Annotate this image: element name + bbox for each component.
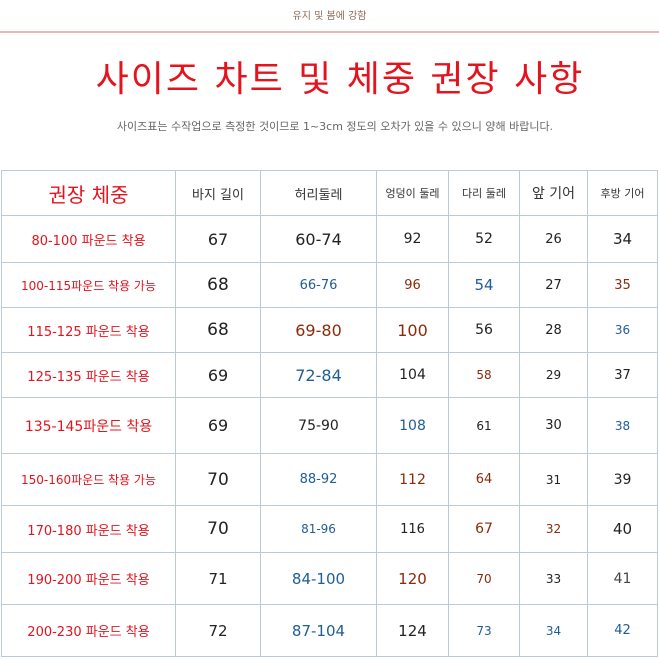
table-row: 80-100 파운드 착용 67 60-74 92 52 26 34 [1, 215, 658, 263]
thigh-cell: 73 [448, 604, 520, 657]
waist-cell: 87-104 [260, 604, 377, 657]
waist-cell: 72-84 [260, 352, 377, 398]
thigh-cell: 70 [448, 552, 520, 605]
header-back-rise: 후방 기어 [587, 170, 658, 216]
pants-length-cell: 68 [175, 262, 261, 308]
pants-length-cell: 70 [175, 453, 261, 506]
weight-cell: 150-160파운드 착용 가능 [1, 453, 176, 506]
hip-cell: 104 [376, 352, 449, 398]
waist-cell: 60-74 [260, 215, 377, 263]
hip-cell: 100 [376, 307, 449, 353]
front-rise-cell: 30 [519, 397, 588, 454]
waist-cell: 75-90 [260, 397, 377, 454]
table-row: 135-145파운드 착용 69 75-90 108 61 30 38 [1, 397, 658, 454]
front-rise-cell: 34 [519, 604, 588, 657]
pants-length-cell: 69 [175, 397, 261, 454]
hip-cell: 120 [376, 552, 449, 605]
front-rise-cell: 32 [519, 505, 588, 553]
thigh-cell: 64 [448, 453, 520, 506]
pants-length-cell: 67 [175, 215, 261, 263]
weight-cell: 100-115파운드 착용 가능 [1, 262, 176, 308]
page-title: 사이즈 차트 및 체중 권장 사항 [95, 59, 585, 100]
weight-cell: 125-135 파운드 착용 [1, 352, 176, 398]
front-rise-cell: 27 [519, 262, 588, 308]
weight-cell: 170-180 파운드 착용 [1, 505, 176, 553]
pants-length-cell: 72 [175, 604, 261, 657]
front-rise-cell: 29 [519, 352, 588, 398]
header-front-rise: 앞 기어 [519, 170, 588, 216]
table-header-row: 권장 체중 바지 길이 허리둘레 엉덩이 둘레 다리 둘레 앞 기어 후방 기어 [1, 170, 658, 216]
weight-cell: 80-100 파운드 착용 [1, 215, 176, 263]
weight-cell: 135-145파운드 착용 [1, 397, 176, 454]
table-row: 190-200 파운드 착용 71 84-100 120 70 33 41 [1, 552, 658, 605]
pants-length-cell: 70 [175, 505, 261, 553]
hip-cell: 116 [376, 505, 449, 553]
thigh-cell: 58 [448, 352, 520, 398]
pants-length-cell: 69 [175, 352, 261, 398]
header-weight: 권장 체중 [1, 170, 176, 216]
table-row: 100-115파운드 착용 가능 68 66-76 96 54 27 35 [1, 262, 658, 308]
back-rise-cell: 34 [587, 215, 658, 263]
thigh-cell: 52 [448, 215, 520, 263]
pants-length-cell: 71 [175, 552, 261, 605]
back-rise-cell: 40 [587, 505, 658, 553]
back-rise-cell: 38 [587, 397, 658, 454]
back-rise-cell: 39 [587, 453, 658, 506]
front-rise-cell: 31 [519, 453, 588, 506]
waist-cell: 81-96 [260, 505, 377, 553]
header-hip: 엉덩이 둘레 [376, 170, 449, 216]
page-subtitle: 사이즈표는 수작업으로 측정한 것이므로 1~3cm 정도의 오차가 있을 수 … [116, 120, 554, 133]
divider [0, 31, 659, 33]
pants-length-cell: 68 [175, 307, 261, 353]
hip-cell: 108 [376, 397, 449, 454]
front-rise-cell: 26 [519, 215, 588, 263]
size-chart-table: 권장 체중 바지 길이 허리둘레 엉덩이 둘레 다리 둘레 앞 기어 후방 기어… [1, 170, 658, 657]
header-waist: 허리둘레 [260, 170, 377, 216]
weight-cell: 200-230 파운드 착용 [1, 604, 176, 657]
table-row: 170-180 파운드 착용 70 81-96 116 67 32 40 [1, 505, 658, 553]
weight-cell: 190-200 파운드 착용 [1, 552, 176, 605]
table-row: 125-135 파운드 착용 69 72-84 104 58 29 37 [1, 352, 658, 398]
thigh-cell: 61 [448, 397, 520, 454]
thigh-cell: 54 [448, 262, 520, 308]
back-rise-cell: 35 [587, 262, 658, 308]
waist-cell: 66-76 [260, 262, 377, 308]
thigh-cell: 67 [448, 505, 520, 553]
header-thigh: 다리 둘레 [448, 170, 520, 216]
hip-cell: 112 [376, 453, 449, 506]
top-note: 유지 및 봄에 강함 [292, 11, 367, 22]
table-row: 200-230 파운드 착용 72 87-104 124 73 34 42 [1, 604, 658, 657]
back-rise-cell: 42 [587, 604, 658, 657]
hip-cell: 96 [376, 262, 449, 308]
hip-cell: 124 [376, 604, 449, 657]
table-row: 115-125 파운드 착용 68 69-80 100 56 28 36 [1, 307, 658, 353]
waist-cell: 88-92 [260, 453, 377, 506]
back-rise-cell: 37 [587, 352, 658, 398]
hip-cell: 92 [376, 215, 449, 263]
back-rise-cell: 36 [587, 307, 658, 353]
weight-cell: 115-125 파운드 착용 [1, 307, 176, 353]
back-rise-cell: 41 [587, 552, 658, 605]
waist-cell: 84-100 [260, 552, 377, 605]
front-rise-cell: 28 [519, 307, 588, 353]
front-rise-cell: 33 [519, 552, 588, 605]
header-pants-length: 바지 길이 [175, 170, 261, 216]
table-row: 150-160파운드 착용 가능 70 88-92 112 64 31 39 [1, 453, 658, 506]
thigh-cell: 56 [448, 307, 520, 353]
waist-cell: 69-80 [260, 307, 377, 353]
